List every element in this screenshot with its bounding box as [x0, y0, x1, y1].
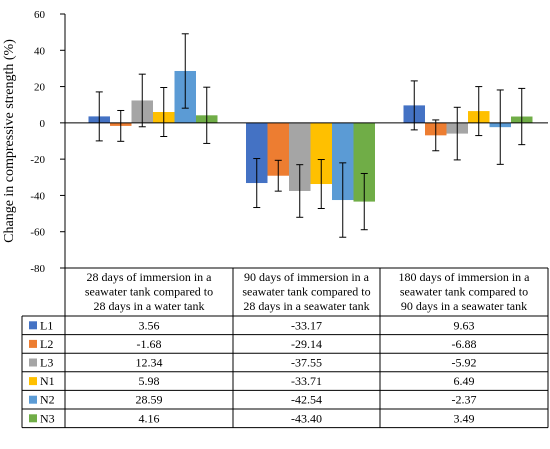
error-bar-l2-cat3	[432, 119, 440, 152]
error-bar-l3-cat3	[453, 106, 461, 161]
error-bar-n2-cat2	[339, 162, 347, 238]
table-row-n3: N3 4.16 -43.40 3.49	[29, 411, 475, 425]
data-label-n2-cat2: -42.54	[291, 393, 322, 407]
y-tick-label: 0	[40, 118, 46, 130]
legend-swatch-l2	[29, 339, 37, 348]
data-label-l1-cat3: 9.63	[454, 318, 475, 332]
legend-swatch-l1	[29, 321, 37, 330]
data-label-l2-cat3: -6.88	[452, 337, 477, 351]
error-bar-n2-cat3	[496, 89, 504, 165]
y-axis-label: Change in compressive strength (%)	[2, 39, 17, 243]
category-label-3: 180 days of immersion in a seawater tank …	[399, 270, 531, 313]
legend-label-l3: L3	[40, 356, 53, 370]
error-bar-l1-cat2	[253, 158, 261, 209]
bar-l3-cat2	[289, 122, 311, 191]
legend-swatch-n1	[29, 377, 37, 386]
table-row-l2: L2 -1.68 -29.14 -6.88	[29, 337, 477, 351]
y-tick-label: 60	[34, 9, 46, 21]
bar-l2-cat2	[267, 122, 289, 176]
data-label-l1-cat1: 3.56	[139, 318, 160, 332]
data-label-n3-cat3: 3.49	[454, 411, 475, 425]
data-label-l3-cat3: -5.92	[452, 356, 477, 370]
data-label-l3-cat1: 12.34	[136, 356, 163, 370]
error-bar-n1-cat1	[160, 87, 168, 138]
legend-label-n3: N3	[40, 411, 55, 425]
table-row-l1: L1 3.56 -33.17 9.63	[29, 318, 475, 332]
y-tick-label: -40	[30, 190, 45, 202]
y-tick-label: -80	[30, 263, 45, 275]
data-label-n3-cat1: 4.16	[139, 411, 160, 425]
y-tick-label: -60	[30, 227, 45, 239]
data-label-l2-cat1: -1.68	[137, 337, 162, 351]
data-label-n1-cat3: 6.49	[454, 374, 475, 388]
legend-swatch-n2	[29, 395, 37, 404]
table-row-n2: N2 28.59 -42.54 -2.37	[29, 393, 477, 407]
bar-n1-cat2	[310, 122, 332, 185]
data-label-l2-cat2: -29.14	[291, 337, 322, 351]
legend-label-n1: N1	[40, 374, 55, 388]
error-bar-l3-cat2	[296, 164, 304, 218]
error-bar-l1-cat1	[95, 91, 103, 142]
data-label-n1-cat2: -33.71	[291, 374, 322, 388]
legend-swatch-l3	[29, 358, 37, 367]
legend-swatch-n3	[29, 414, 37, 423]
bar-n2-cat2	[332, 122, 354, 201]
error-bar-l1-cat3	[410, 80, 418, 131]
table-row-n1: N1 5.98 -33.71 6.49	[29, 374, 475, 388]
data-label-n2-cat1: 28.59	[136, 393, 163, 407]
legend-label-l2: L2	[40, 337, 53, 351]
legend-label-l1: L1	[40, 318, 53, 332]
data-label-n3-cat2: -43.40	[291, 411, 322, 425]
y-tick-label: 40	[34, 45, 46, 57]
error-bar-l2-cat2	[274, 159, 282, 192]
error-bar-n3-cat1	[203, 86, 211, 144]
y-tick-label: -20	[30, 154, 45, 166]
error-bar-n2-cat1	[181, 33, 189, 109]
category-label-2: 90 days of immersion in a seawater tank c…	[242, 270, 370, 313]
bar-n3-cat2	[353, 122, 375, 202]
data-label-n2-cat3: -2.37	[452, 393, 477, 407]
legend-label-n2: N2	[40, 393, 55, 407]
data-label-l3-cat2: -37.55	[291, 356, 322, 370]
error-bar-n1-cat3	[475, 86, 483, 137]
y-tick-label: 20	[34, 82, 46, 94]
data-label-n1-cat1: 5.98	[139, 374, 160, 388]
error-bar-n1-cat2	[317, 159, 325, 210]
bar-l1-cat2	[246, 122, 268, 184]
category-label-1: 28 days of immersion in a seawater tank c…	[85, 270, 213, 313]
error-bar-l2-cat1	[117, 109, 125, 142]
table-row-l3: L3 12.34 -37.55 -5.92	[29, 356, 477, 370]
data-label-l1-cat2: -33.17	[291, 318, 322, 332]
error-bar-n3-cat2	[360, 172, 368, 231]
error-bar-n3-cat3	[518, 87, 526, 146]
error-bar-l3-cat1	[138, 73, 146, 128]
